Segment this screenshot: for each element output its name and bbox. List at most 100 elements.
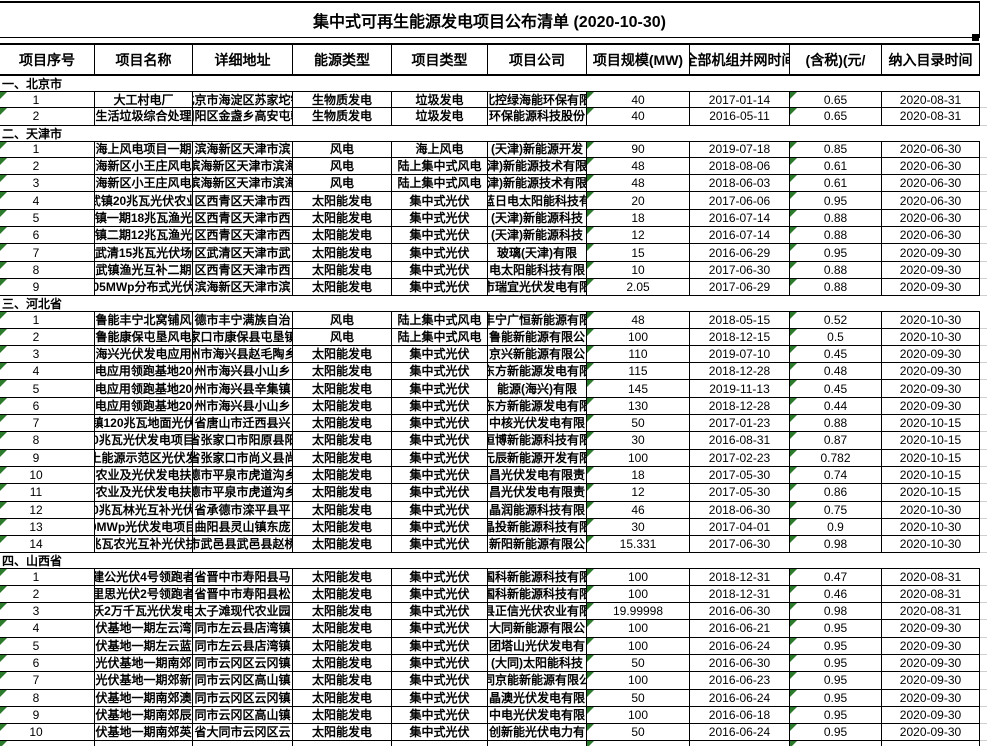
cell[interactable]: 0.61 <box>790 157 882 176</box>
cell[interactable]: 昌光伏发电有限责 <box>488 466 587 485</box>
column-header-4[interactable]: 项目类型 <box>392 45 488 74</box>
cell[interactable]: 2020-06-30 <box>882 192 980 210</box>
cell[interactable]: 0.65 <box>790 108 882 126</box>
cell[interactable]: 伏基地一期左云湾 <box>95 620 193 638</box>
cell[interactable]: 115 <box>587 363 690 381</box>
cell[interactable]: 4 <box>0 620 95 638</box>
cell[interactable]: 风电 <box>293 311 392 329</box>
cell[interactable]: 0.88 <box>790 209 882 228</box>
cell[interactable]: 0兆瓦光伏发电项目 <box>95 432 193 450</box>
column-header-8[interactable]: (含税)(元/ <box>790 45 882 74</box>
cell[interactable]: 110 <box>587 345 690 364</box>
cell[interactable]: 0.9 <box>790 518 882 537</box>
cell[interactable]: 2016-07-14 <box>690 227 790 245</box>
cell[interactable]: 9 <box>0 278 95 297</box>
cell[interactable] <box>882 741 980 746</box>
cell[interactable]: 德市丰宁满族自治 <box>193 311 293 329</box>
cell[interactable]: 5 <box>0 380 95 398</box>
cell[interactable]: 集中式光伏 <box>392 620 488 638</box>
cell[interactable]: 40 <box>587 91 690 109</box>
column-header-9[interactable]: 纳入目录时间 <box>882 45 980 74</box>
cell[interactable]: 2019-11-13 <box>690 380 790 398</box>
cell[interactable]: 集中式光伏 <box>392 415 488 433</box>
cell[interactable]: 区西青区天津市西 <box>193 261 293 279</box>
column-header-1[interactable]: 项目名称 <box>95 45 193 74</box>
cell[interactable]: 大工村电厂 <box>95 91 193 109</box>
cell[interactable]: 1 <box>0 311 95 329</box>
cell[interactable]: 0.95 <box>790 244 882 262</box>
cell[interactable]: 2 <box>0 108 95 126</box>
cell[interactable]: 30 <box>587 518 690 537</box>
cell[interactable]: 145 <box>587 380 690 398</box>
cell[interactable]: 东方新能源发电有限 <box>488 397 587 416</box>
cell[interactable]: 0MWp光伏发电项目 <box>95 518 193 537</box>
cell[interactable]: 13 <box>0 518 95 537</box>
cell[interactable]: 2020-09-30 <box>882 637 980 655</box>
cell[interactable]: 武镇20兆瓦光伏农业 <box>95 192 193 210</box>
cell[interactable]: 陆上集中式风电 <box>392 175 488 193</box>
cell[interactable]: 海兴光伏发电应用 <box>95 345 193 364</box>
cell[interactable]: 2020-09-30 <box>882 672 980 690</box>
cell[interactable]: 100 <box>587 449 690 467</box>
cell[interactable]: 2018-12-28 <box>690 363 790 381</box>
cell[interactable]: 7 <box>0 415 95 433</box>
cell[interactable]: 新阳新能源有限公 <box>488 536 587 554</box>
cell[interactable]: 2 <box>0 328 95 346</box>
cell[interactable]: 0.44 <box>790 397 882 416</box>
cell[interactable]: 10 <box>587 261 690 279</box>
cell[interactable]: 0.98 <box>790 603 882 621</box>
cell[interactable]: 家口市康保县屯垦镇 <box>193 328 293 346</box>
cell[interactable]: 县正信光伏农业有限 <box>488 603 587 621</box>
cell[interactable]: 2018-12-15 <box>690 328 790 346</box>
cell[interactable]: 50 <box>587 724 690 742</box>
cell[interactable]: (天津)新能源科技 <box>488 209 587 228</box>
cell[interactable]: 3 <box>0 345 95 364</box>
cell[interactable]: 40 <box>587 108 690 126</box>
cell[interactable]: 集中式光伏 <box>392 209 488 228</box>
cell[interactable]: 2020-09-30 <box>882 244 980 262</box>
cell[interactable]: 电应用领跑基地20 <box>95 363 193 381</box>
cell[interactable]: 7 <box>0 244 95 262</box>
cell[interactable]: 大同新能源有限公 <box>488 620 587 638</box>
cell[interactable]: 伏基地一期南郊英 <box>95 724 193 742</box>
report-title[interactable]: 集中式可再生能源发电项目公布清单 (2020-10-30) <box>0 1 980 38</box>
cell[interactable]: 2016-06-18 <box>690 706 790 725</box>
cell[interactable]: 太阳能发电 <box>293 261 392 279</box>
cell[interactable]: 2020-10-30 <box>882 311 980 329</box>
cell[interactable]: 0.52 <box>790 311 882 329</box>
cell[interactable]: 镇二期12兆瓦渔光 <box>95 227 193 245</box>
cell[interactable]: 鲁能康保屯垦风电 <box>95 328 193 346</box>
cell[interactable]: 太阳能发电 <box>293 536 392 554</box>
cell[interactable]: 沃2万千瓦光伏发电 <box>95 603 193 621</box>
cell[interactable]: 12 <box>0 501 95 519</box>
cell[interactable]: 2016-06-24 <box>690 637 790 655</box>
cell[interactable]: 2 <box>0 585 95 604</box>
cell[interactable]: 2.05 <box>587 278 690 297</box>
cell[interactable]: 镇120兆瓦地面光伏 <box>95 415 193 433</box>
cell[interactable]: 2020-10-30 <box>882 518 980 537</box>
cell[interactable]: 0.95 <box>790 724 882 742</box>
cell[interactable]: 48 <box>587 175 690 193</box>
cell[interactable]: 2016-06-23 <box>690 672 790 690</box>
cell[interactable]: 太子滩现代农业园 <box>193 603 293 621</box>
cell[interactable]: 18 <box>587 466 690 485</box>
cell[interactable]: 创新能光伏电力有 <box>488 724 587 742</box>
cell[interactable]: 北京市海淀区苏家坨镇 <box>193 91 293 109</box>
cell[interactable]: 2016-06-29 <box>690 244 790 262</box>
cell[interactable]: 集中式光伏 <box>392 244 488 262</box>
cell[interactable]: 太阳能发电 <box>293 689 392 707</box>
cell[interactable]: 6 <box>0 654 95 673</box>
cell[interactable]: 太阳能发电 <box>293 484 392 502</box>
cell[interactable] <box>790 741 882 746</box>
cell[interactable]: 2018-12-31 <box>690 585 790 604</box>
cell[interactable]: 14 <box>0 536 95 554</box>
cell[interactable]: 垃圾发电 <box>392 91 488 109</box>
cell[interactable]: 陆上集中式风电 <box>392 328 488 346</box>
cell[interactable]: 风电 <box>293 175 392 193</box>
cell[interactable]: 省晋中市寿阳县马 <box>193 568 293 586</box>
cell[interactable]: 0.95 <box>790 672 882 690</box>
cell[interactable]: 4 <box>0 192 95 210</box>
cell[interactable]: 0.65 <box>790 91 882 109</box>
cell[interactable]: 2020-06-30 <box>882 175 980 193</box>
cell[interactable]: 太阳能发电 <box>293 501 392 519</box>
